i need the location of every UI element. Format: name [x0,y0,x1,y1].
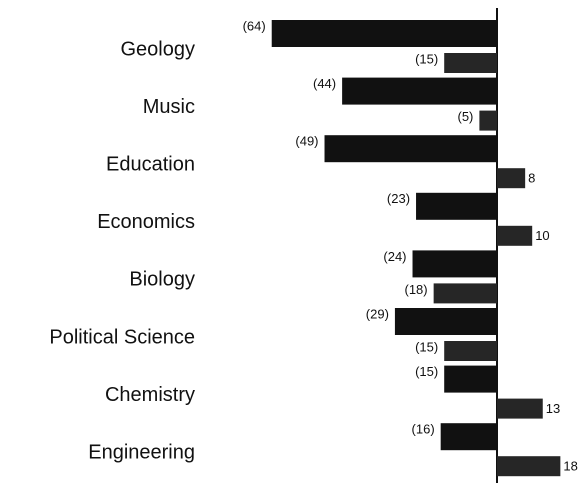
bar [433,283,497,304]
value-label: 18 [563,459,577,474]
category-label: Biology [129,269,195,291]
bar [444,341,497,361]
category-label: Political Science [49,326,195,348]
category-label: Music [143,96,195,118]
value-label: (23) [387,191,410,206]
bar [497,225,533,246]
value-label: (49) [295,134,318,149]
bar [479,110,497,131]
category-label: Engineering [88,441,195,463]
value-label: (18) [405,282,428,297]
category-label: Geology [121,38,196,60]
category-label: Chemistry [105,384,195,406]
category-label: Economics [97,211,195,233]
bar [497,398,543,419]
bar [444,53,497,73]
value-label: 8 [528,171,535,186]
value-label: 13 [546,401,560,416]
bar [412,250,497,278]
value-label: (15) [415,339,438,354]
bar [342,77,497,105]
value-label: (16) [412,422,435,437]
bar [416,192,497,220]
value-label: (15) [415,51,438,66]
category-label: Education [106,153,195,175]
bar [444,365,497,393]
bar [271,20,497,47]
bar [497,168,526,189]
value-label: (5) [458,109,474,124]
bar [394,308,497,335]
bar [324,135,497,163]
value-label: (15) [415,364,438,379]
bar [497,456,561,477]
value-label: (64) [243,18,266,33]
value-label: (44) [313,76,336,91]
value-label: (24) [383,249,406,264]
value-label: (29) [366,306,389,321]
value-label: 10 [535,228,549,243]
bar [440,423,497,451]
